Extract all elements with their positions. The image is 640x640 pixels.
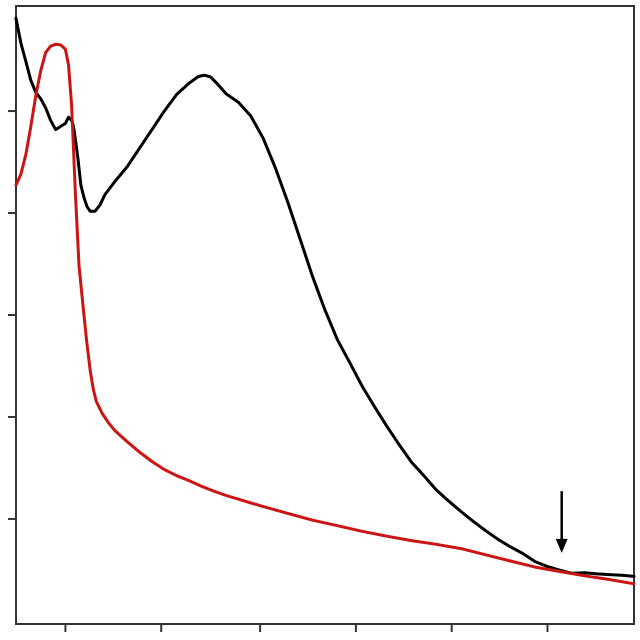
ticks — [8, 110, 549, 632]
annotations — [555, 491, 568, 553]
arrow-head-0 — [555, 538, 568, 553]
series-line-0 — [14, 16, 636, 578]
series-line-1 — [14, 42, 636, 586]
series-lines — [14, 16, 636, 586]
